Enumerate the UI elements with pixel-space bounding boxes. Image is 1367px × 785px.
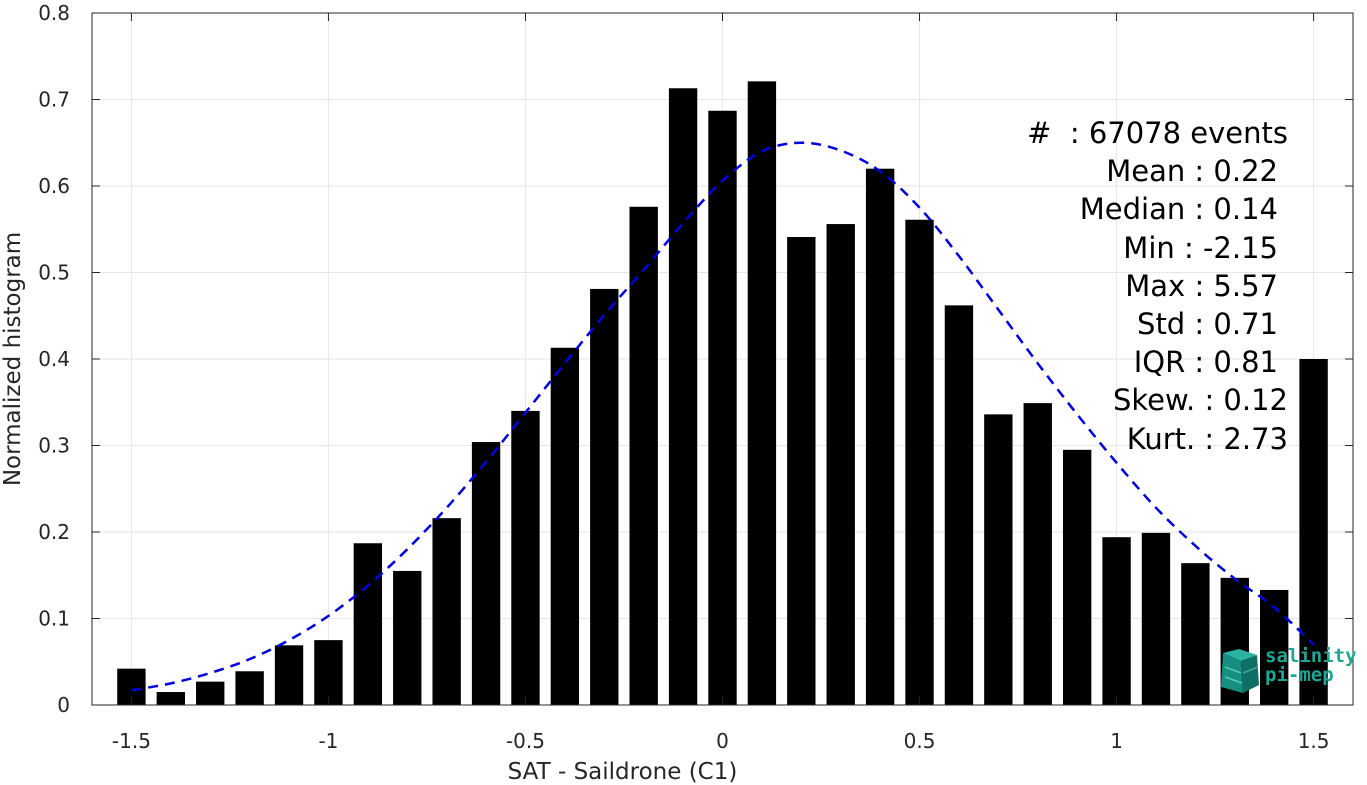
- histogram-bar: [1141, 532, 1171, 705]
- histogram-bar: [629, 206, 658, 705]
- histogram-bar: [511, 410, 540, 705]
- stat-line: Kurt. : 2.73: [1126, 421, 1288, 456]
- y-tick-label: 0.2: [38, 520, 70, 544]
- histogram-bar: [353, 543, 383, 705]
- stat-line: Std : 0.71: [1137, 306, 1278, 341]
- axis-ticks: -1.5 -1 -0.5 0 0.5 1 1.5 0 0.1 0.2 0.3 0.4 0.5 0.6 0.7…: [38, 1, 1353, 753]
- logo-line2: pi-mep: [1265, 664, 1334, 686]
- histogram-bar: [156, 692, 185, 705]
- y-tick-label: 0.5: [38, 261, 70, 285]
- stat-line: Min : -2.15: [1123, 230, 1278, 265]
- histogram-bar: [274, 645, 304, 705]
- histogram-bar: [944, 305, 974, 705]
- histogram-bar: [984, 414, 1013, 705]
- normal-fit-curve: [131, 141, 1315, 692]
- histogram-bar: [235, 671, 264, 705]
- histogram-bar: [1181, 563, 1210, 705]
- x-tick-label: 1.5: [1298, 729, 1330, 753]
- histogram-bar: [471, 442, 501, 705]
- histogram-bar: [393, 570, 422, 705]
- stat-line: IQR : 0.81: [1133, 345, 1278, 380]
- cube-icon: [1221, 649, 1259, 693]
- stat-line: Skew. : 0.12: [1112, 383, 1288, 418]
- histogram-bar: [747, 81, 777, 705]
- bars-group: [117, 81, 1328, 706]
- x-tick-label: -0.5: [506, 729, 545, 753]
- y-tick-label: 0.7: [38, 88, 70, 112]
- salinity-pi-mep-logo: salinity pi-mep: [1217, 647, 1357, 695]
- histogram-bar: [590, 288, 619, 705]
- histogram-bar: [550, 347, 580, 705]
- histogram-bar: [196, 681, 225, 705]
- histogram-bar: [668, 88, 698, 705]
- histogram-bar: [1062, 449, 1092, 705]
- stat-line: Mean : 0.22: [1106, 154, 1278, 189]
- logo-line1: salinity: [1265, 645, 1357, 667]
- histogram-bar: [1260, 589, 1289, 705]
- statistics-box: # : 67078 events Mean : 0.22 Median : 0.14…: [1027, 114, 1288, 458]
- x-axis-label: SAT - Saildrone (C1): [508, 759, 738, 785]
- histogram-bar: [787, 237, 816, 705]
- stat-line: # : 67078 events: [1027, 116, 1288, 150]
- histogram-bar: [1023, 403, 1052, 705]
- y-axis-label: Normalized histogram: [0, 232, 26, 486]
- y-tick-label: 0.3: [38, 434, 70, 458]
- y-tick-label: 0.8: [38, 1, 70, 25]
- x-tick-label: -1: [318, 729, 338, 753]
- x-tick-label: -1.5: [112, 729, 151, 753]
- y-tick-label: 0: [57, 693, 70, 717]
- histogram-bar: [432, 518, 461, 705]
- stat-line: Median : 0.14: [1079, 192, 1278, 227]
- histogram-bar: [708, 110, 737, 706]
- histogram-bar: [865, 168, 895, 705]
- y-tick-label: 0.6: [38, 174, 70, 198]
- histogram-bar: [314, 640, 343, 705]
- x-tick-label: 0: [716, 729, 729, 753]
- histogram-bar: [826, 224, 855, 705]
- x-tick-label: 1: [1110, 729, 1123, 753]
- x-tick-label: 0.5: [904, 729, 936, 753]
- histogram-bar: [905, 219, 934, 706]
- histogram-bar: [1299, 359, 1328, 705]
- stat-line: Max : 5.57: [1125, 268, 1278, 303]
- y-tick-label: 0.1: [38, 607, 70, 631]
- y-tick-label: 0.4: [38, 347, 70, 371]
- histogram-bar: [1102, 537, 1131, 705]
